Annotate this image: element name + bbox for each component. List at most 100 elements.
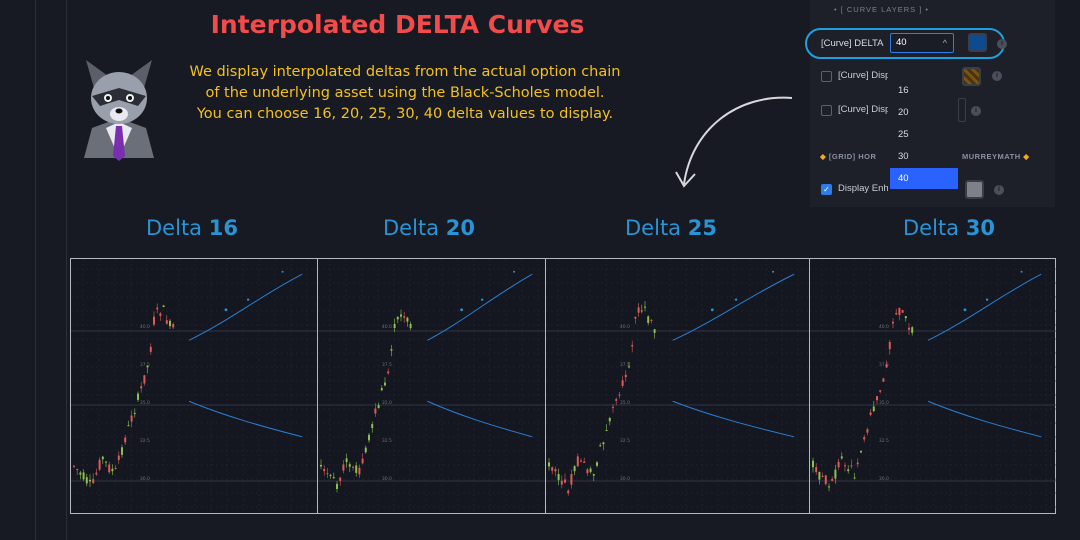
price-label: 40.0	[140, 324, 150, 330]
candle-body	[621, 380, 624, 386]
delta-select[interactable]: 40 ^	[890, 33, 954, 53]
candle-body	[361, 458, 364, 464]
price-label: 32.5	[382, 438, 392, 444]
candle-body	[329, 474, 332, 476]
chart-delta-16: 40.0 37.5 35.0 32.5 30.0	[71, 259, 317, 513]
candle-body	[647, 316, 650, 323]
curve-layers-header: • [ CURVE LAYERS ] •	[834, 5, 929, 14]
candle-body	[73, 465, 75, 467]
display-enh-checkbox[interactable]: ✓	[821, 184, 832, 195]
candles	[812, 307, 914, 492]
candle-body	[554, 469, 557, 472]
diamond-icon: ◆	[820, 152, 827, 161]
candle-body	[653, 329, 656, 333]
description: We display interpolated deltas from the …	[180, 62, 630, 125]
candle-body	[548, 462, 550, 467]
candle-body	[567, 490, 570, 494]
delta-curve-label: [Curve] DELTA	[821, 38, 884, 49]
pattern-color-swatch[interactable]	[962, 67, 981, 86]
candle-body	[130, 415, 133, 422]
delta-curves	[188, 270, 303, 438]
description-line: of the underlying asset using the Black-…	[205, 85, 605, 101]
info-icon[interactable]: i	[971, 106, 981, 116]
candle-body	[631, 344, 634, 347]
candle-body	[596, 462, 598, 466]
panel-title-prefix: Delta	[903, 216, 960, 240]
panel-title-prefix: Delta	[383, 216, 440, 240]
settings-panel: • [ CURVE LAYERS ] • [Curve] DELTA 40 ^ …	[805, 0, 1055, 207]
candle-body	[162, 305, 165, 308]
price-label: 32.5	[140, 438, 150, 444]
candle-body	[406, 317, 409, 322]
candle-body	[79, 472, 82, 475]
candle-body	[872, 406, 875, 412]
frame-border-inner	[66, 0, 67, 540]
curve-marker	[281, 270, 284, 273]
candle-body	[400, 314, 402, 317]
price-label: 30.0	[879, 476, 889, 482]
lower-delta-curve	[427, 400, 533, 438]
info-icon[interactable]: i	[994, 185, 1004, 195]
candle-body	[904, 316, 907, 319]
delta-color-swatch[interactable]	[968, 33, 987, 52]
candle-body	[860, 450, 862, 453]
candle-body	[348, 464, 351, 467]
candle-body	[856, 462, 859, 465]
curve-display-label: [Curve] Disp	[838, 70, 888, 81]
candle-body	[89, 479, 91, 482]
candle-body	[853, 477, 856, 479]
candle-body	[156, 307, 159, 310]
display-enh-label: Display Enh	[838, 183, 888, 194]
candle-body	[105, 461, 107, 463]
candle-body	[560, 480, 563, 485]
delta-option[interactable]: 25	[898, 129, 909, 140]
curve-display-checkbox[interactable]	[821, 71, 832, 82]
candle-body	[336, 483, 338, 490]
candle-body	[380, 388, 383, 391]
price-label: 37.5	[879, 362, 889, 368]
chart-grid	[71, 259, 317, 513]
panel-title-value: 16	[208, 216, 238, 240]
candle-body	[644, 306, 646, 308]
candle-body	[831, 479, 834, 481]
curve-marker	[985, 298, 989, 301]
candle-body	[821, 476, 824, 478]
candle-body	[834, 469, 837, 479]
candle-body	[403, 316, 406, 318]
frame-border-left	[35, 0, 36, 540]
price-label: 37.5	[382, 362, 392, 368]
candle-body	[101, 456, 104, 460]
candle-body	[615, 399, 618, 401]
delta-select-value: 40	[896, 37, 907, 48]
candle-body	[345, 458, 348, 463]
delta-dropdown-menu: 16 20 25 30 40	[890, 64, 958, 191]
delta-option-selected[interactable]: 40	[890, 168, 958, 189]
candle-body	[172, 323, 175, 328]
lower-delta-curve	[188, 400, 303, 438]
candle-body	[618, 394, 621, 396]
curve-marker	[1020, 270, 1023, 273]
candle-body	[866, 429, 869, 433]
diamond-icon: ◆	[1023, 152, 1030, 161]
gray-color-swatch[interactable]	[965, 180, 984, 199]
curve-marker	[224, 308, 228, 312]
candle-body	[605, 430, 608, 432]
delta-curves	[672, 270, 795, 438]
line-style-control[interactable]	[958, 98, 966, 122]
candle-body	[409, 323, 412, 329]
delta-option[interactable]: 20	[898, 107, 909, 118]
delta-option[interactable]: 30	[898, 151, 909, 162]
info-icon[interactable]: i	[997, 39, 1007, 49]
candle-body	[844, 465, 846, 467]
delta-option[interactable]: 16	[898, 85, 909, 96]
candle-body	[342, 464, 345, 471]
candle-body	[650, 319, 653, 321]
candle-body	[876, 396, 878, 401]
upper-delta-curve	[672, 273, 795, 341]
candle-body	[812, 460, 814, 468]
candle-body	[323, 468, 326, 472]
candle-body	[895, 313, 898, 315]
info-icon[interactable]: i	[992, 71, 1002, 81]
curve-marker	[480, 298, 484, 301]
curve-display-checkbox[interactable]	[821, 105, 832, 116]
